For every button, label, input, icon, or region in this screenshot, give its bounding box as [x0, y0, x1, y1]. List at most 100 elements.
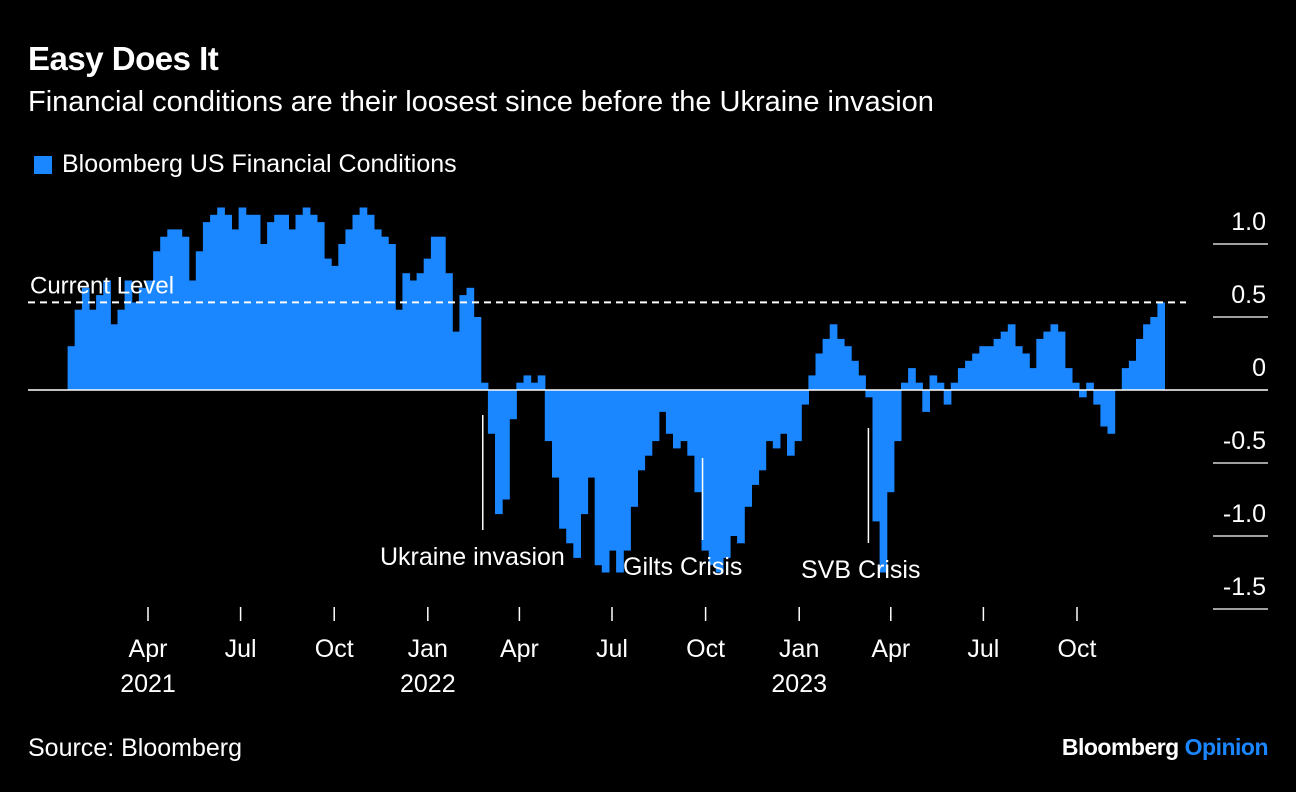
bar [794, 390, 802, 442]
bar [495, 390, 503, 515]
brand-suffix: Opinion [1184, 734, 1269, 760]
bar [665, 390, 674, 434]
bar [865, 390, 874, 398]
bar [1022, 353, 1030, 390]
bar [1036, 338, 1044, 390]
annotation-label: Ukraine invasion [380, 543, 565, 571]
bar [616, 390, 624, 573]
bar [124, 280, 133, 390]
bar [737, 390, 745, 544]
bar [922, 390, 930, 412]
bar [416, 273, 425, 390]
bar [110, 324, 119, 390]
bar [651, 390, 660, 442]
x-tick-label: Apr [871, 635, 910, 663]
bar [373, 229, 382, 390]
bar [950, 382, 959, 390]
bar [409, 280, 418, 390]
bar [1071, 382, 1080, 390]
bar [388, 244, 396, 390]
bar [1043, 331, 1052, 390]
bar [202, 222, 211, 390]
bar [224, 214, 232, 390]
bar [259, 244, 268, 390]
annotation-label: Gilts Crisis [623, 553, 742, 581]
source-note: Source: Bloomberg [28, 734, 243, 762]
bar [559, 390, 567, 529]
bar [1064, 368, 1073, 390]
bar [1057, 331, 1066, 390]
bar-series [28, 207, 1268, 573]
bar [630, 390, 638, 507]
bar [81, 287, 90, 390]
bar [772, 390, 781, 449]
bar [1000, 331, 1009, 390]
bar [188, 280, 197, 390]
bar [779, 390, 788, 434]
bar [936, 382, 945, 390]
bar [744, 390, 752, 507]
bar [309, 214, 318, 390]
bar [117, 309, 126, 390]
bar [1136, 338, 1144, 390]
bar [901, 382, 909, 390]
bar [844, 346, 852, 390]
bar [316, 222, 325, 390]
bar [658, 390, 667, 412]
bar [822, 338, 831, 390]
bar [345, 229, 354, 390]
bar [601, 390, 610, 573]
x-year-label: 2021 [120, 670, 176, 698]
bar [637, 390, 646, 471]
y-tick-label: -1.5 [1223, 573, 1266, 601]
bar [801, 390, 809, 405]
x-tick-label: Jan [779, 635, 819, 663]
y-axis: 1.0 0.5 0 -0.5 -1.0 -1.5 [1213, 208, 1268, 610]
bar [644, 390, 653, 456]
bar [623, 390, 631, 551]
chart-title: Easy Does It [28, 40, 219, 77]
x-tick-label: Jan [408, 635, 448, 663]
bar [338, 244, 346, 390]
bar [530, 382, 539, 390]
bar [986, 346, 995, 390]
bar [167, 229, 175, 390]
bar [174, 229, 183, 390]
legend: Bloomberg US Financial Conditions [34, 150, 457, 179]
reference-line-label: Current Level [30, 272, 174, 299]
bar [851, 360, 859, 390]
bar [587, 390, 596, 478]
bar [886, 390, 895, 493]
bar [808, 375, 817, 390]
bar [74, 309, 83, 390]
bar [815, 353, 824, 390]
chart-subtitle: Financial conditions are their loosest s… [28, 86, 934, 118]
bar [972, 353, 980, 390]
x-axis: Apr 2021 Jul Oct Jan 2022 Apr Jul Oct Jan 2023 Apr J… [120, 607, 1096, 698]
bar [181, 236, 190, 390]
bar [858, 375, 866, 390]
bar [673, 390, 681, 449]
bar [153, 251, 161, 390]
bar [274, 214, 282, 390]
bar [829, 324, 838, 390]
bar [893, 390, 902, 442]
bar [722, 390, 731, 558]
y-tick-label: -1.0 [1223, 500, 1266, 528]
bar [701, 390, 710, 551]
y-tick-label: 0.5 [1231, 281, 1266, 309]
bar [708, 390, 717, 566]
y-tick-label: -0.5 [1223, 427, 1266, 455]
bar [1086, 382, 1094, 390]
bar [608, 390, 617, 551]
bar [1150, 317, 1158, 390]
bar [751, 390, 760, 485]
bar [96, 295, 104, 390]
bar [1128, 360, 1137, 390]
bar [381, 236, 389, 390]
bar [879, 390, 888, 573]
bar [787, 390, 795, 456]
bar [324, 258, 332, 390]
y-tick-label: 1.0 [1231, 208, 1266, 236]
bar [288, 229, 297, 390]
